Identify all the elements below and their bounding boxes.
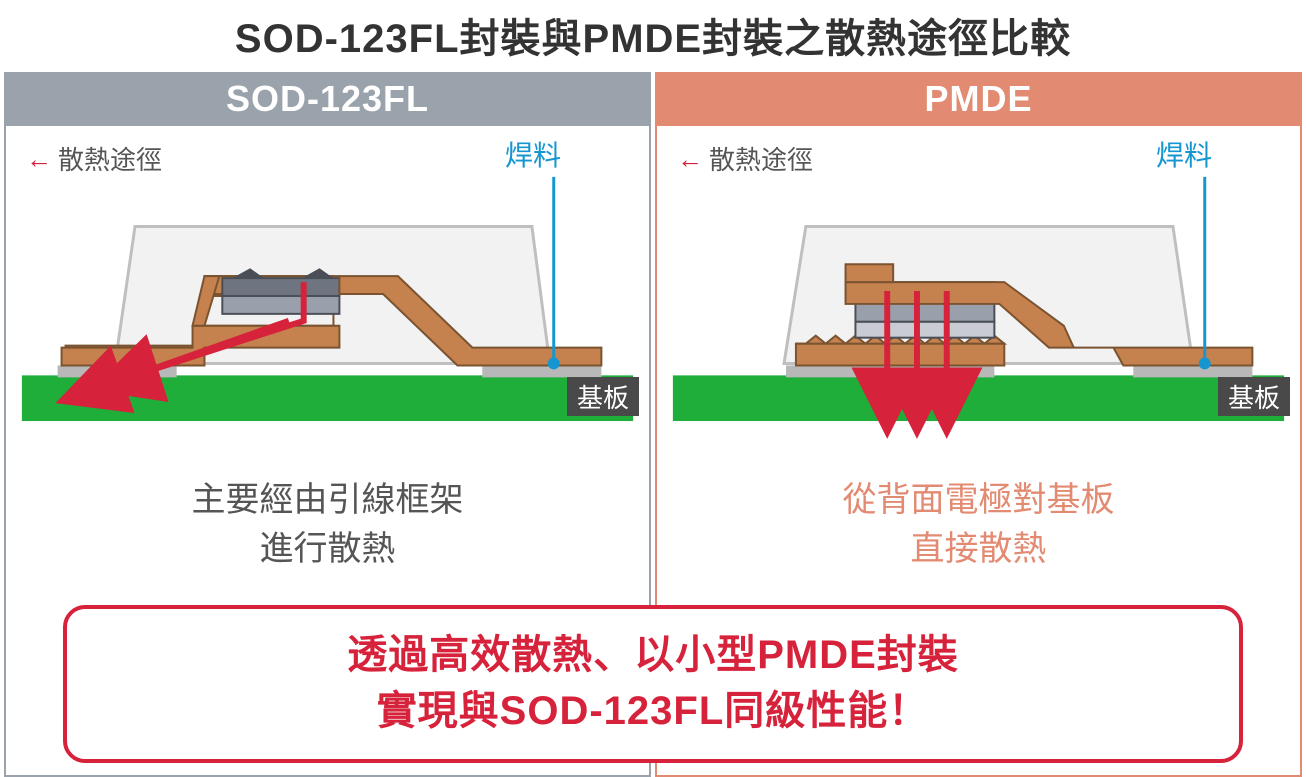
diagram-svg-left	[6, 126, 649, 466]
caption-left-line2: 進行散熱	[260, 530, 396, 568]
callout-line2: 實現與SOD-123FL同級性能！	[377, 689, 930, 733]
panel-caption-left: 主要經由引線框架 進行散熱	[6, 466, 649, 605]
panel-caption-right: 從背面電極對基板 直接散熱	[657, 466, 1300, 605]
panel-header-right: PMDE	[657, 74, 1300, 126]
diagram-svg-right	[657, 126, 1300, 466]
panel-header-left: SOD-123FL	[6, 74, 649, 126]
panels-row: SOD-123FL ← 散熱途徑 焊料	[4, 72, 1302, 777]
callout-line1: 透過高效散熱、以小型PMDE封裝	[347, 633, 959, 677]
infographic-container: SOD-123FL封裝與PMDE封裝之散熱途徑比較 SOD-123FL ← 散熱…	[0, 0, 1306, 777]
panel-body-left: ← 散熱途徑 焊料	[6, 126, 649, 466]
caption-right-line1: 從背面電極對基板	[843, 481, 1115, 519]
main-title: SOD-123FL封裝與PMDE封裝之散熱途徑比較	[4, 0, 1302, 72]
summary-callout: 透過高效散熱、以小型PMDE封裝 實現與SOD-123FL同級性能！	[63, 605, 1243, 763]
caption-left-line1: 主要經由引線框架	[192, 481, 464, 519]
caption-right-line2: 直接散熱	[911, 530, 1047, 568]
substrate-label-left: 基板	[567, 377, 639, 416]
substrate-label-right: 基板	[1218, 377, 1290, 416]
panel-body-right: ← 散熱途徑 焊料	[657, 126, 1300, 466]
